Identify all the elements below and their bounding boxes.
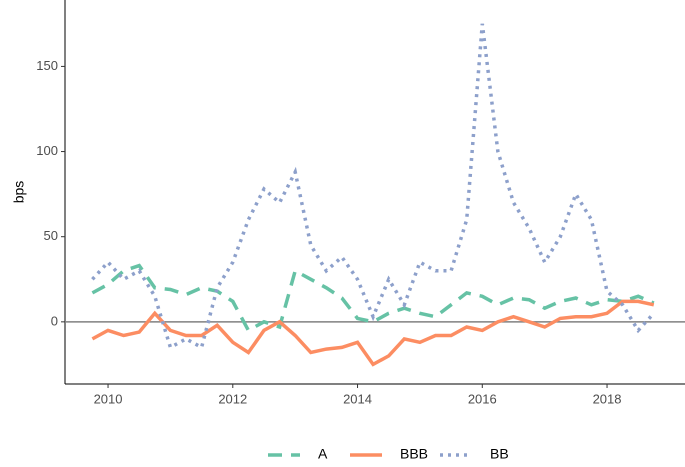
series-line: [91, 23, 656, 351]
y-tick-label: 0: [51, 313, 58, 328]
legend-label: BBB: [400, 446, 428, 462]
y-axis-label: bps: [11, 181, 27, 204]
legend-label: BB: [490, 446, 509, 462]
y-tick-label: 50: [44, 228, 58, 243]
y-tick-label: 150: [36, 58, 58, 73]
series-line: [91, 299, 655, 367]
legend-label: A: [318, 446, 328, 462]
y-tick-label: 100: [36, 143, 58, 158]
x-tick-label: 2016: [468, 391, 497, 406]
x-tick-label: 2010: [94, 391, 123, 406]
x-tick-label: 2012: [218, 391, 247, 406]
x-tick-label: 2018: [593, 391, 622, 406]
x-tick-label: 2014: [343, 391, 372, 406]
